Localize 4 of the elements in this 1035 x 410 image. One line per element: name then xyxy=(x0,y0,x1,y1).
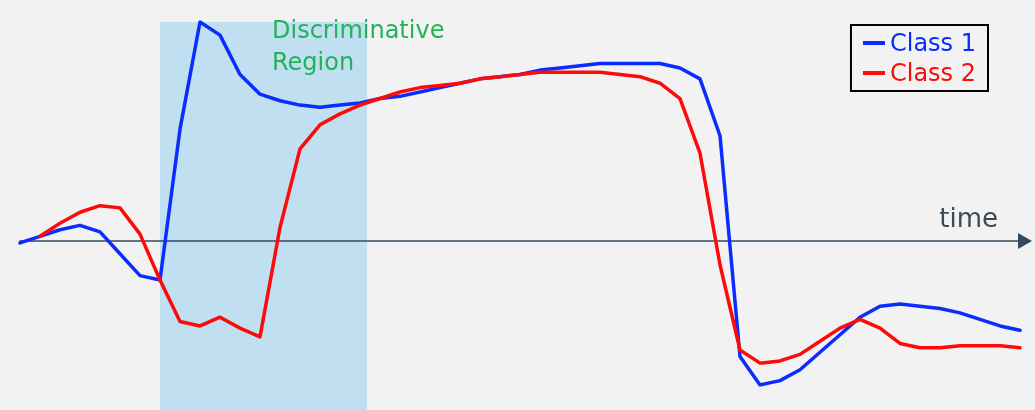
legend-label: Class 1 xyxy=(889,29,977,57)
annotation: Discriminative Region xyxy=(272,15,446,78)
legend-label: Class 2 xyxy=(889,59,977,87)
x-axis-title: time xyxy=(939,202,998,233)
